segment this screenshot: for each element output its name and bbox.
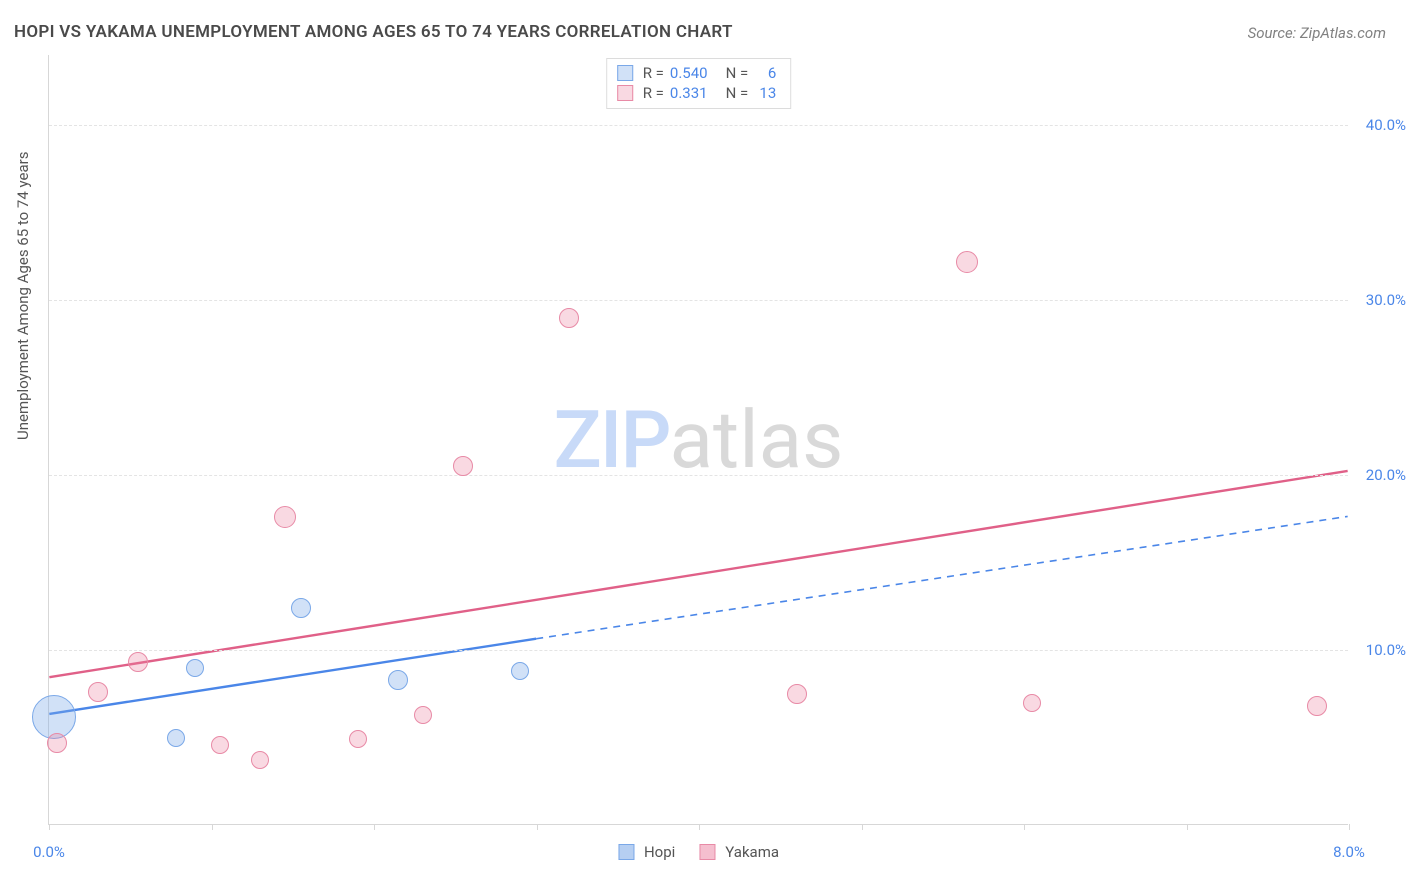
- legend-n-value: 13: [754, 83, 776, 103]
- data-point: [128, 652, 148, 672]
- chart-title: HOPI VS YAKAMA UNEMPLOYMENT AMONG AGES 6…: [14, 22, 733, 42]
- x-tick-mark: [1187, 824, 1188, 830]
- data-point: [388, 670, 408, 690]
- correlation-legend: R = 0.540 N = 6 R = 0.331 N = 13: [606, 58, 792, 109]
- data-point: [1023, 694, 1041, 712]
- series-legend: Hopi Yakama: [618, 843, 779, 861]
- watermark: ZIPatlas: [554, 393, 844, 487]
- legend-swatch: [618, 844, 634, 860]
- y-tick-label: 20.0%: [1352, 466, 1406, 484]
- x-tick-mark: [862, 824, 863, 830]
- trend-line: [49, 471, 1347, 677]
- data-point: [88, 682, 108, 702]
- legend-r-label: R =: [643, 83, 664, 103]
- x-tick-label: 0.0%: [33, 843, 65, 861]
- x-tick-mark: [374, 824, 375, 830]
- data-point: [291, 598, 311, 618]
- legend-r-value: 0.540: [670, 63, 716, 83]
- legend-swatch: [617, 85, 633, 101]
- y-tick-label: 10.0%: [1352, 641, 1406, 659]
- y-tick-label: 40.0%: [1352, 116, 1406, 134]
- y-axis-label: Unemployment Among Ages 65 to 74 years: [14, 152, 32, 440]
- gridline: [49, 125, 1348, 126]
- gridline: [49, 650, 1348, 651]
- data-point: [349, 730, 367, 748]
- legend-r-label: R =: [643, 63, 664, 83]
- series-legend-item: Yakama: [699, 843, 779, 861]
- correlation-legend-row: R = 0.331 N = 13: [617, 83, 777, 103]
- legend-n-label: N =: [722, 83, 748, 103]
- data-point: [956, 251, 978, 273]
- data-point: [167, 729, 185, 747]
- x-tick-mark: [1024, 824, 1025, 830]
- legend-r-value: 0.331: [670, 83, 716, 103]
- series-legend-label: Hopi: [644, 843, 675, 861]
- data-point: [186, 659, 204, 677]
- legend-n-label: N =: [722, 63, 748, 83]
- trend-lines: [49, 55, 1348, 824]
- watermark-part1: ZIP: [554, 393, 670, 487]
- data-point: [787, 684, 807, 704]
- x-tick-mark: [49, 824, 50, 830]
- data-point: [453, 456, 473, 476]
- x-tick-label: 8.0%: [1333, 843, 1365, 861]
- gridline: [49, 475, 1348, 476]
- gridline: [49, 300, 1348, 301]
- correlation-legend-row: R = 0.540 N = 6: [617, 63, 777, 83]
- watermark-part2: atlas: [670, 393, 844, 487]
- legend-n-value: 6: [754, 63, 776, 83]
- data-point: [274, 506, 296, 528]
- legend-swatch: [617, 65, 633, 81]
- source-attribution: Source: ZipAtlas.com: [1248, 24, 1386, 42]
- trend-line: [536, 516, 1347, 638]
- data-point: [47, 733, 67, 753]
- data-point: [559, 308, 579, 328]
- x-tick-mark: [699, 824, 700, 830]
- x-tick-mark: [1349, 824, 1350, 830]
- x-tick-mark: [537, 824, 538, 830]
- legend-swatch: [699, 844, 715, 860]
- data-point: [32, 695, 76, 739]
- data-point: [251, 751, 269, 769]
- data-point: [1307, 696, 1327, 716]
- data-point: [211, 736, 229, 754]
- scatter-plot-area: ZIPatlas R =0.540 N =6R =0.331 N =13 Hop…: [48, 55, 1348, 825]
- x-tick-mark: [212, 824, 213, 830]
- series-legend-label: Yakama: [725, 843, 779, 861]
- series-legend-item: Hopi: [618, 843, 675, 861]
- y-tick-label: 30.0%: [1352, 291, 1406, 309]
- data-point: [511, 662, 529, 680]
- data-point: [414, 706, 432, 724]
